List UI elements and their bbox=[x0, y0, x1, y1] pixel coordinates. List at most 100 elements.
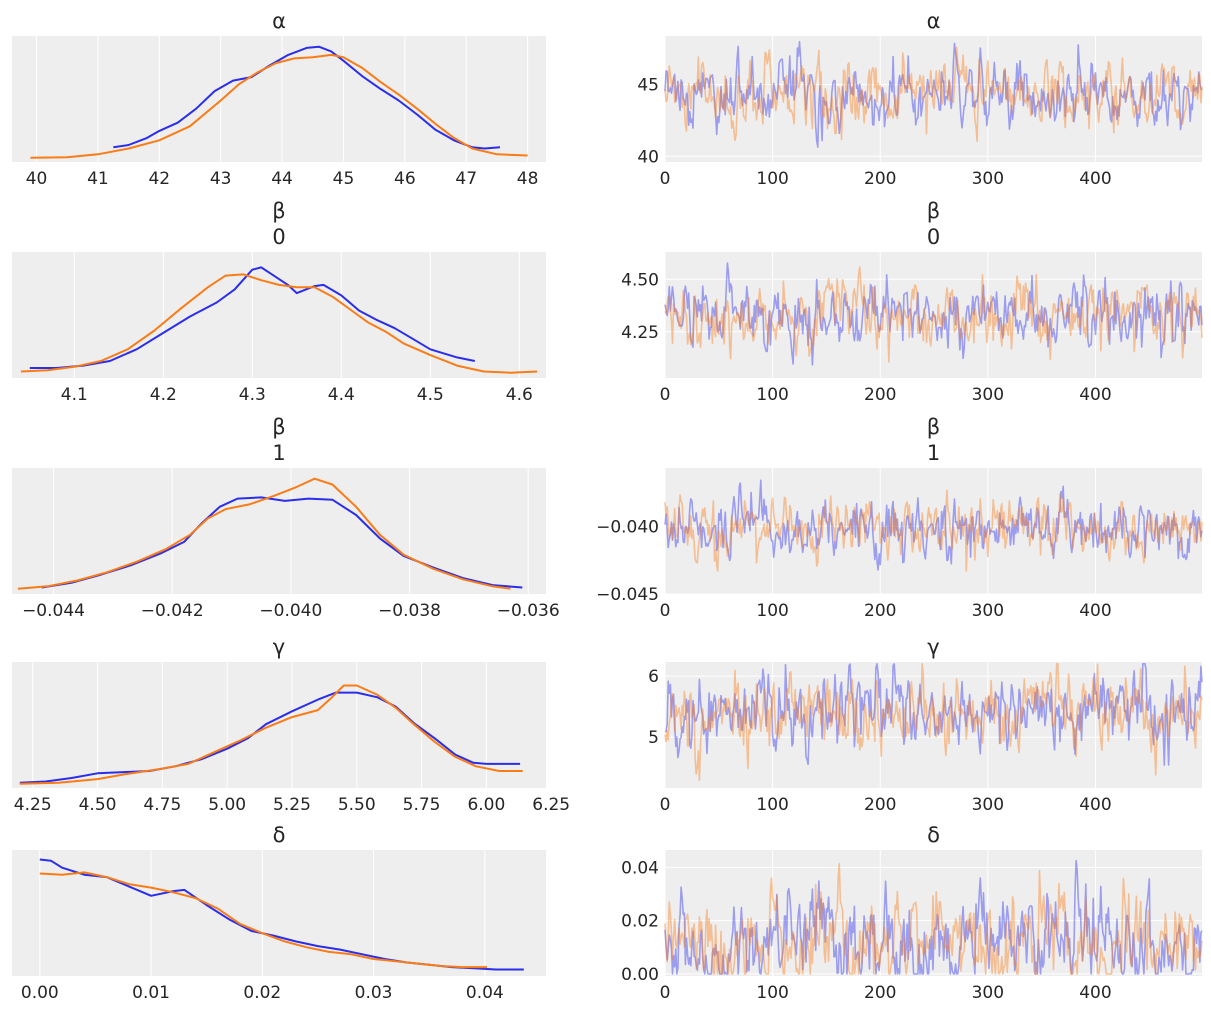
kde-x-tick-label: 0.02 bbox=[243, 983, 281, 1003]
kde-panel-beta0: 4.1 4.2 4.3 4.4 4.5 4.6 β0 bbox=[12, 199, 546, 405]
kde-title: γ bbox=[273, 635, 285, 659]
kde-x-tick-label: 45 bbox=[333, 169, 355, 189]
trace-x-tick-label: 0 bbox=[660, 385, 671, 405]
kde-x-tick-label: 5.50 bbox=[338, 795, 376, 815]
trace-y-tick-label: 0.04 bbox=[621, 858, 659, 878]
row-beta1: −0.044 −0.042 −0.040 −0.038 −0.036β1−0.045−0… bbox=[12, 415, 1203, 621]
kde-x-tick-label: 47 bbox=[455, 169, 477, 189]
kde-x-tick-label: 5.00 bbox=[208, 795, 246, 815]
trace-x-tick-label: 0 bbox=[660, 601, 671, 621]
trace-y-tick-label: −0.040 bbox=[596, 517, 659, 537]
kde-x-tick-label: 42 bbox=[148, 169, 170, 189]
trace-y-tick-label: 0.00 bbox=[621, 965, 659, 985]
kde-x-tick-label: 4.4 bbox=[328, 385, 355, 405]
trace-panel-delta: 0.00 0.02 0.04 0 100 200 300 400 δ bbox=[621, 823, 1203, 1003]
kde-x-tick-label: 4.5 bbox=[417, 385, 444, 405]
trace-x-tick-label: 300 bbox=[972, 795, 1004, 815]
trace-panel-beta1: −0.045 −0.040 0 100 200 300 400 β1 bbox=[596, 415, 1203, 621]
trace-y-tick-label: −0.045 bbox=[596, 585, 659, 605]
row-gamma: 4.25 4.50 4.75 5.00 5.25 5.50 5.75 6.00 6.25 γ 5 6 0… bbox=[12, 635, 1203, 815]
kde-line-chain-0 bbox=[113, 45, 501, 150]
kde-line-chain-1 bbox=[20, 273, 538, 374]
trace-plot-area bbox=[665, 662, 1202, 788]
trace-y-tick-label: 6 bbox=[648, 667, 659, 687]
trace-plot-area bbox=[665, 850, 1202, 976]
trace-plot-area bbox=[665, 36, 1202, 162]
kde-line-chain-1 bbox=[19, 684, 523, 785]
trace-line-chain-1 bbox=[664, 46, 1203, 142]
kde-title: β bbox=[272, 415, 285, 439]
trace-panel-alpha: 40 45 0 100 200 300 400 α bbox=[637, 9, 1203, 189]
trace-subtitle: 1 bbox=[927, 441, 940, 465]
kde-line-chain-0 bbox=[19, 691, 521, 784]
kde-x-tick-label: 43 bbox=[210, 169, 232, 189]
trace-line-chain-0 bbox=[664, 262, 1203, 366]
trace-x-tick-label: 200 bbox=[864, 983, 896, 1003]
trace-x-tick-label: 100 bbox=[756, 983, 788, 1003]
kde-line-chain-0 bbox=[29, 266, 475, 369]
trace-x-tick-label: 0 bbox=[660, 795, 671, 815]
kde-x-tick-label: 4.25 bbox=[14, 795, 52, 815]
kde-title: β bbox=[272, 199, 285, 223]
trace-y-tick-label: 4.25 bbox=[621, 323, 659, 343]
trace-x-tick-label: 400 bbox=[1079, 385, 1111, 405]
trace-x-tick-label: 300 bbox=[972, 385, 1004, 405]
kde-x-tick-label: −0.042 bbox=[141, 601, 204, 621]
trace-subtitle: 0 bbox=[927, 225, 940, 249]
kde-panel-delta: 0.00 0.01 0.02 0.03 0.04 δ bbox=[12, 823, 546, 1003]
kde-x-tick-label: 5.25 bbox=[273, 795, 311, 815]
kde-x-tick-label: −0.036 bbox=[497, 601, 560, 621]
trace-x-tick-label: 100 bbox=[756, 795, 788, 815]
trace-x-tick-label: 200 bbox=[864, 169, 896, 189]
trace-x-tick-label: 0 bbox=[660, 169, 671, 189]
trace-title: δ bbox=[927, 823, 940, 847]
kde-x-tick-label: 0.01 bbox=[132, 983, 170, 1003]
trace-x-tick-label: 300 bbox=[972, 983, 1004, 1003]
kde-subtitle: 1 bbox=[272, 441, 285, 465]
trace-line-chain-0 bbox=[664, 40, 1203, 148]
kde-panel-gamma: 4.25 4.50 4.75 5.00 5.25 5.50 5.75 6.00 6.25 γ bbox=[12, 635, 570, 815]
kde-panel-alpha: 40 41 42 43 44 45 46 47 48 α bbox=[12, 9, 546, 189]
trace-x-tick-label: 400 bbox=[1079, 601, 1111, 621]
trace-line-chain-1 bbox=[664, 489, 1203, 572]
kde-line-chain-1 bbox=[17, 477, 511, 590]
trace-x-tick-label: 200 bbox=[864, 795, 896, 815]
kde-x-tick-label: 4.6 bbox=[506, 385, 533, 405]
kde-x-tick-label: 48 bbox=[517, 169, 539, 189]
kde-x-tick-label: −0.040 bbox=[259, 601, 322, 621]
kde-x-tick-label: 0.00 bbox=[21, 983, 59, 1003]
kde-line-chain-1 bbox=[30, 53, 528, 159]
kde-x-tick-label: −0.044 bbox=[22, 601, 85, 621]
kde-x-tick-label: 6.00 bbox=[467, 795, 505, 815]
kde-x-tick-label: 0.04 bbox=[466, 983, 504, 1003]
trace-x-tick-label: 300 bbox=[972, 601, 1004, 621]
kde-x-tick-label: 5.75 bbox=[403, 795, 441, 815]
trace-y-tick-label: 4.50 bbox=[621, 270, 659, 290]
kde-x-tick-label: 4.50 bbox=[79, 795, 117, 815]
row-delta: 0.00 0.01 0.02 0.03 0.04 δ 0.00 0.02 0.04 0 100 200… bbox=[12, 823, 1203, 1003]
trace-y-tick-label: 45 bbox=[637, 76, 659, 96]
kde-x-tick-label: 4.3 bbox=[239, 385, 266, 405]
kde-x-tick-label: 6.25 bbox=[532, 795, 570, 815]
trace-line-chain-1 bbox=[664, 862, 1203, 975]
trace-x-tick-label: 100 bbox=[756, 601, 788, 621]
kde-plot-area bbox=[12, 662, 546, 788]
trace-x-tick-label: 100 bbox=[756, 169, 788, 189]
trace-x-tick-label: 400 bbox=[1079, 983, 1111, 1003]
trace-y-tick-label: 40 bbox=[637, 147, 659, 167]
trace-line-chain-0 bbox=[664, 479, 1203, 571]
trace-x-tick-label: 200 bbox=[864, 601, 896, 621]
kde-x-tick-label: −0.038 bbox=[378, 601, 441, 621]
kde-x-tick-label: 4.1 bbox=[61, 385, 88, 405]
trace-y-tick-label: 0.02 bbox=[621, 912, 659, 932]
kde-x-tick-label: 4.2 bbox=[150, 385, 177, 405]
kde-x-tick-label: 0.03 bbox=[355, 983, 393, 1003]
trace-x-tick-label: 200 bbox=[864, 385, 896, 405]
kde-x-tick-label: 41 bbox=[87, 169, 109, 189]
trace-plot-area bbox=[665, 468, 1202, 594]
kde-title: δ bbox=[273, 823, 286, 847]
row-alpha: 40 41 42 43 44 45 46 47 48 α 40 45 0 100 200 300 400 α bbox=[12, 9, 1203, 189]
trace-x-tick-label: 0 bbox=[660, 983, 671, 1003]
trace-title: β bbox=[927, 199, 940, 223]
